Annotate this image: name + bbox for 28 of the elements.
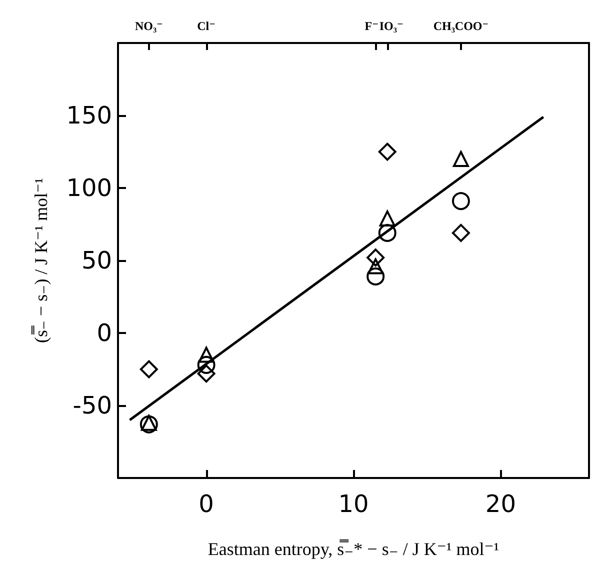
- annotation: F⁻: [364, 19, 378, 33]
- x-tick-label: 10: [338, 490, 369, 518]
- point: [452, 151, 469, 167]
- y-tick-label: 150: [66, 102, 112, 130]
- y-tick-label: 0: [96, 319, 112, 347]
- point: [197, 364, 216, 383]
- annotation: IO₃⁻: [379, 19, 404, 33]
- point: [368, 258, 384, 274]
- y-tick-label: -50: [72, 392, 112, 420]
- point: [452, 224, 470, 242]
- x-axis-title: Eastman entropy, s̿₋* − s₋ / J K⁻¹ mol⁻¹: [208, 539, 500, 559]
- point: [366, 248, 385, 267]
- x-tick-label: 20: [485, 490, 516, 518]
- point: [378, 224, 396, 242]
- point: [378, 142, 396, 161]
- point: [379, 210, 396, 226]
- annotation: NO₃⁻: [134, 19, 163, 33]
- y-tick-label: 50: [81, 246, 112, 274]
- point: [197, 356, 216, 374]
- y-tick-label: 100: [66, 174, 112, 202]
- point: [140, 360, 158, 378]
- point: [452, 192, 470, 210]
- x-tick-label: 0: [198, 490, 214, 518]
- annotation: Cl⁻: [197, 19, 216, 33]
- y-axis-title: (s̿₋ − s₋) / J K⁻¹ mol⁻¹: [31, 178, 51, 343]
- point: [198, 346, 214, 363]
- annotation: CH₃COO⁻: [433, 19, 489, 33]
- point: [366, 267, 385, 286]
